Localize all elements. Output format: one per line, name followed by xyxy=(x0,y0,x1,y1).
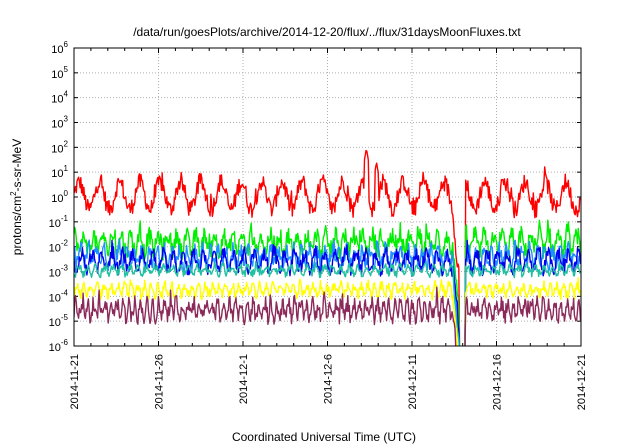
series-line xyxy=(74,277,581,346)
x-tick-label: 2014-11-26 xyxy=(154,354,166,409)
grid xyxy=(73,47,582,347)
y-tick-label: 101 xyxy=(51,164,68,180)
x-tick-label: 2014-12-21 xyxy=(576,354,588,410)
y-tick-label: 100 xyxy=(51,189,68,205)
plot-frame xyxy=(73,47,582,347)
y-axis-label: protons/cm2-s-sr-MeV xyxy=(9,139,24,255)
y-tick-label: 10-5 xyxy=(49,313,69,329)
y-axis-label-base: protons/cm xyxy=(10,196,24,255)
series-group xyxy=(74,149,581,346)
series-line xyxy=(74,219,581,346)
chart-title: /data/run/goesPlots/archive/2014-12-20/f… xyxy=(133,25,521,39)
y-tick-label: 102 xyxy=(51,139,68,155)
series-line xyxy=(74,260,581,346)
x-tick-label: 2014-12-6 xyxy=(323,354,335,404)
y-tick-labels: 10-6 10-5 10-4 10-3 10-2 10-1 100 101 102 103 104 1… xyxy=(49,40,69,354)
x-tick-label: 2014-12-1 xyxy=(238,354,250,404)
series-line xyxy=(74,149,581,346)
y-tick-label: 105 xyxy=(51,65,68,81)
x-axis-label: Coordinated Universal Time (UTC) xyxy=(232,430,416,444)
y-tick-label: 104 xyxy=(51,90,68,106)
x-tick-label: 2014-11-21 xyxy=(69,354,81,409)
y-tick-label: 10-2 xyxy=(49,239,69,255)
y-tick-label: 10-4 xyxy=(49,288,69,304)
y-tick-label: 10-1 xyxy=(49,214,69,230)
y-tick-label: 106 xyxy=(51,40,68,56)
series-line xyxy=(74,286,581,346)
x-tick-label: 2014-12-11 xyxy=(407,354,419,409)
y-axis-label-rest: -s-sr-MeV xyxy=(10,139,24,192)
x-tick-label: 2014-12-16 xyxy=(492,354,504,410)
y-tick-label: 10-6 xyxy=(49,338,69,354)
y-tick-label: 10-3 xyxy=(49,264,69,280)
y-tick-label: 103 xyxy=(51,115,68,131)
x-tick-labels: 2014-11-21 2014-11-26 2014-12-1 2014-12-6 20… xyxy=(69,354,588,410)
y-axis-label-sup: 2 xyxy=(9,191,18,196)
